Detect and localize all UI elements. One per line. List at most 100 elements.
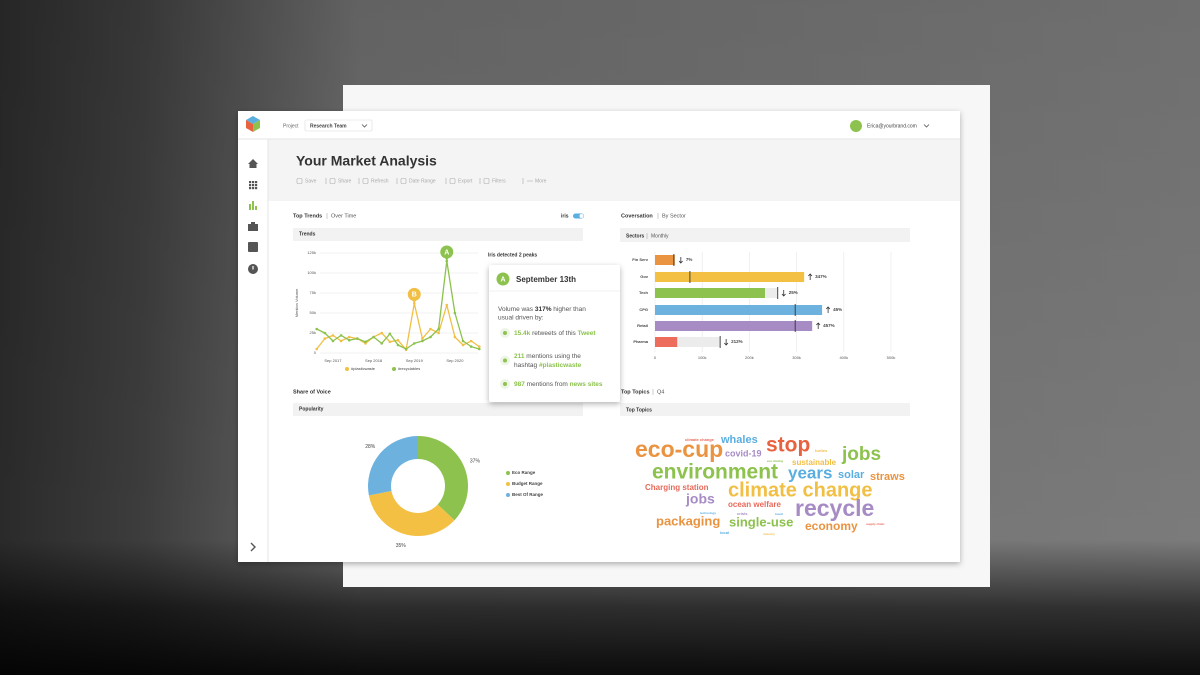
toolbar-icon (449, 178, 456, 184)
toolbar-button[interactable]: Export (458, 178, 473, 184)
y-tick-label: Gov (640, 274, 649, 279)
slice-label: 28% (365, 444, 376, 450)
project-dropdown[interactable] (304, 119, 373, 132)
y-tick-label: Tech (639, 290, 649, 295)
peak-badge (407, 287, 421, 301)
y-tick-label: CPG (639, 307, 648, 312)
y-tick-label: 25k (310, 330, 316, 335)
data-point (388, 340, 392, 344)
topic-word: climate change (685, 437, 715, 442)
text-run: Volume was (498, 306, 535, 313)
nav-analytics[interactable] (249, 201, 257, 210)
data-point (478, 345, 481, 348)
nav-briefcase[interactable] (248, 222, 258, 231)
change-arrow (808, 273, 813, 280)
change-label: 347% (815, 274, 827, 279)
toolbar-button[interactable]: Share (338, 178, 352, 184)
change-arrow (678, 257, 683, 264)
x-tick-label: 200k (745, 355, 754, 360)
card-title: Sectors (626, 233, 645, 239)
nav-reports[interactable] (248, 242, 258, 252)
text-run: 987 (514, 381, 525, 388)
card-title: Top Topics (626, 407, 652, 413)
topic-word: jobs (685, 491, 715, 507)
data-point (372, 335, 375, 339)
app-window (238, 111, 960, 562)
section-title: Top Topics (621, 389, 650, 395)
toolbar-button[interactable]: More (535, 178, 547, 184)
topic-word: covid-19 (725, 448, 762, 458)
card-header (293, 228, 583, 241)
topic-word: ocean welfare (728, 500, 781, 509)
sidebar-expand[interactable] (250, 542, 256, 552)
more-dot (529, 180, 531, 182)
text-run: 211 (514, 353, 525, 360)
change-arrow (724, 339, 729, 346)
data-point (396, 338, 400, 342)
legend-swatch (506, 471, 510, 475)
x-tick-label: Sep 2019 (406, 358, 424, 363)
tooltip: A September 13th Volume was 317% higher th… (489, 265, 620, 402)
toggle-label: iris (561, 213, 569, 219)
peak-note: Iris detected 2 peaks (488, 252, 537, 258)
topic-word: local (720, 530, 729, 535)
data-point (429, 327, 432, 331)
data-point (429, 335, 432, 339)
page-title: Your Market Analysis (296, 153, 437, 169)
change-label: 457% (823, 323, 835, 328)
toolbar-icon (483, 178, 490, 184)
topic-word: solar (838, 469, 865, 481)
sidebar (248, 159, 258, 552)
topic-word: sustainable (792, 458, 837, 467)
nav-home[interactable] (248, 159, 258, 168)
toolbar-button[interactable]: Refresh (371, 178, 389, 184)
card-header (620, 228, 910, 242)
item-icon-dot (503, 331, 507, 335)
data-point (445, 259, 449, 263)
data-point (339, 334, 343, 337)
card-subtitle: Monthly (651, 233, 669, 239)
bar (655, 255, 675, 265)
topic-word: recycle (795, 495, 874, 521)
user-avatar[interactable] (850, 120, 862, 132)
y-tick-label: Pharma (633, 339, 648, 344)
text-run: higher than (551, 306, 586, 313)
x-tick-label: Sep 2020 (446, 358, 464, 363)
x-tick-label: Sep 2017 (324, 358, 342, 363)
toolbar-button[interactable]: Date Range (409, 178, 436, 184)
project-label: Project (283, 123, 299, 129)
text-run: mentions using the (525, 353, 582, 360)
bar (655, 337, 678, 347)
toolbar-icon (329, 178, 336, 184)
nav-apps[interactable] (249, 181, 258, 190)
legend-swatch (506, 493, 510, 497)
legend-label: Budget Range (512, 481, 543, 486)
legend-label: Best Of Range (512, 492, 544, 497)
topic-word: turtles (815, 448, 828, 453)
section-subtitle: Q4 (657, 389, 664, 395)
toolbar-button[interactable]: Save (305, 178, 317, 184)
pie-slice (418, 436, 468, 521)
section-title: Share of Voice (293, 389, 331, 395)
text-run: usual driven by: (498, 314, 544, 321)
y-axis-label: Mention Volume (294, 288, 299, 317)
tooltip-text: hashtag #plasticwaste (514, 362, 582, 369)
project-value: Research Team (310, 123, 347, 129)
previous-bar (655, 337, 721, 347)
data-point (437, 327, 440, 331)
legend-swatch (345, 367, 349, 371)
bar (655, 272, 805, 282)
data-point (412, 342, 416, 345)
toolbar-button[interactable]: Filters (492, 178, 506, 184)
card-title: Popularity (299, 406, 324, 412)
data-point (315, 347, 319, 351)
y-tick-label: Retail (637, 323, 648, 328)
user-chevron[interactable] (923, 124, 930, 128)
x-tick-label: Sep 2018 (365, 358, 383, 363)
data-point (461, 343, 465, 347)
legend-label: #recyclables (398, 366, 420, 371)
card-title: Trends (299, 231, 316, 237)
data-point (380, 331, 384, 335)
text-run: #plasticwaste (539, 362, 582, 369)
section-title: Top Trends (293, 213, 322, 219)
